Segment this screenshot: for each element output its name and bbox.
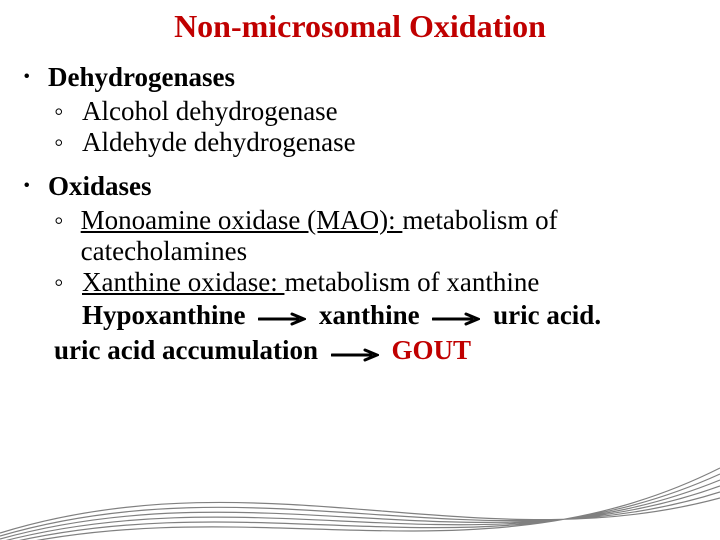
- section2-heading: Oxidases: [48, 171, 152, 202]
- section2-item1-row: ◦ Monoamine oxidase (MAO): metabolism of…: [20, 205, 700, 267]
- section2-item1: Monoamine oxidase (MAO): metabolism of c…: [81, 205, 700, 267]
- section2-item2-row: ◦ Xanthine oxidase: metabolism of xanthi…: [20, 267, 700, 298]
- slide-title: Non-microsomal Oxidation: [0, 8, 720, 45]
- pathway2: uric acid accumulation GOUT: [20, 335, 700, 368]
- section2-heading-row: ･ Oxidases: [20, 164, 700, 203]
- section1-heading-row: ･ Dehydrogenases: [20, 55, 700, 94]
- sub-bullet-icon: ◦: [54, 267, 82, 298]
- pathway2-b: GOUT: [392, 335, 472, 365]
- section1-item-row: ◦ Aldehyde dehydrogenase: [20, 127, 700, 158]
- section1-heading: Dehydrogenases: [48, 62, 235, 93]
- swoosh-decoration: [0, 458, 720, 540]
- arrow-icon: [258, 302, 306, 333]
- sub-bullet-icon: ◦: [54, 205, 81, 236]
- title-text: Non-microsomal Oxidation: [174, 8, 546, 44]
- arrow-icon: [432, 302, 480, 333]
- pathway2-a: uric acid accumulation: [54, 335, 318, 365]
- section2-item2: Xanthine oxidase: metabolism of xanthine: [82, 267, 539, 298]
- xanthine-underlined: Xanthine oxidase:: [82, 267, 284, 297]
- slide-content: ･ Dehydrogenases ◦ Alcohol dehydrogenase…: [0, 55, 720, 369]
- section1-item1: Alcohol dehydrogenase: [82, 96, 338, 127]
- pathway1: Hypoxanthine xanthine uric acid.: [20, 300, 700, 333]
- pathway1-b: xanthine: [319, 300, 420, 330]
- bullet-icon: ･: [20, 55, 48, 94]
- sub-bullet-icon: ◦: [54, 127, 82, 158]
- bullet-icon: ･: [20, 164, 48, 203]
- mao-underlined: Monoamine oxidase (MAO):: [81, 205, 403, 235]
- xanthine-rest: metabolism of xanthine: [284, 267, 539, 297]
- pathway1-a: Hypoxanthine: [82, 300, 246, 330]
- section1-item-row: ◦ Alcohol dehydrogenase: [20, 96, 700, 127]
- arrow-icon: [331, 338, 379, 369]
- pathway1-c: uric acid.: [493, 300, 601, 330]
- section1-item2: Aldehyde dehydrogenase: [82, 127, 356, 158]
- sub-bullet-icon: ◦: [54, 96, 82, 127]
